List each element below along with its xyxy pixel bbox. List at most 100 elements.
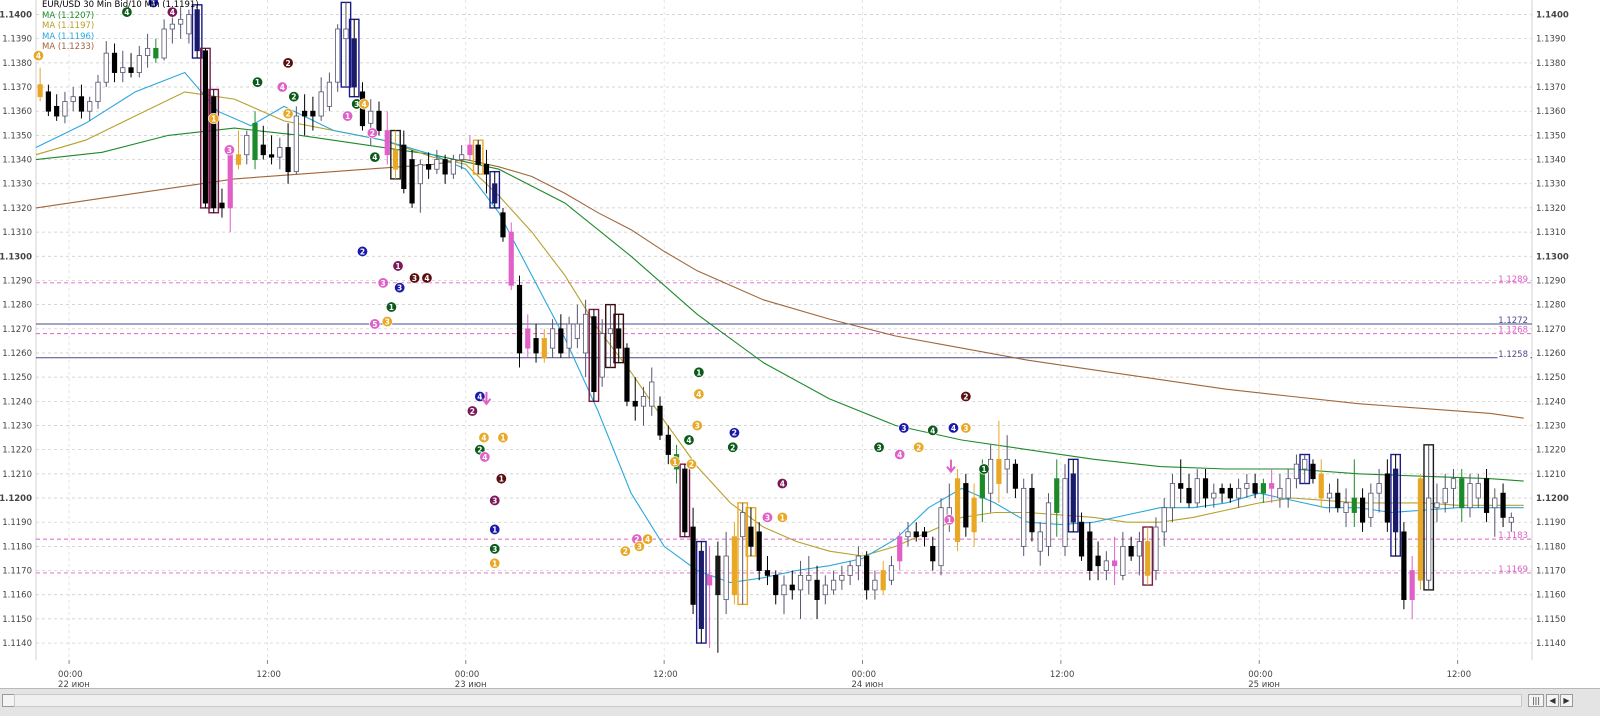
signal-marker-number: 3 [637,542,642,551]
signal-marker-number: 2 [689,460,694,469]
candle-body [392,149,399,170]
candle-body [1021,487,1027,547]
signal-marker-number: 4 [686,436,691,445]
signal-marker [252,76,264,88]
y-tick-label-left: 1.1340 [2,156,32,166]
candle-body [1417,478,1424,581]
signal-marker-number: 2 [963,392,968,401]
candle-body [640,396,647,407]
candle-body [764,570,771,576]
candle-body [814,579,820,600]
signal-marker-number: 2 [360,247,365,256]
y-tick-label-right: 1.1270 [1536,325,1566,335]
candle-body [781,584,787,596]
candle-body [1483,478,1490,513]
y-tick-label-right: 1.1300 [1536,252,1569,262]
candle-body [954,478,961,542]
signal-marker [873,441,885,453]
signal-marker [685,458,697,470]
y-tick-label-left: 1.1180 [2,542,32,552]
signal-marker [960,390,972,402]
candle-body [1459,478,1465,509]
y-tick-label-left: 1.1350 [2,131,32,141]
candle-body [235,154,242,165]
x-tick-time: 12:00 [256,670,281,680]
candle-body [1500,492,1506,518]
signal-marker-number: 4 [170,8,175,17]
candle-body [830,579,837,591]
signal-marker [960,422,972,434]
candle-body [211,96,217,209]
candle-body [1492,497,1498,509]
candle-body [78,96,85,112]
candle-body [1368,492,1374,518]
y-tick-label-right: 1.1380 [1536,59,1566,69]
y-tick-label-left: 1.1160 [2,591,32,601]
candle-body [905,531,911,538]
candle-body [227,154,233,209]
candle-body [425,163,432,170]
scroll-left-button[interactable]: ◀ [1546,694,1559,707]
y-tick-label-right: 1.1400 [1536,11,1569,21]
x-tick-time: 00:00 [1248,670,1273,680]
candle-body [1029,487,1035,533]
signal-marker-number: 4 [280,83,285,92]
signal-marker-number: 3 [227,146,232,155]
signal-marker [282,57,294,69]
candle-body [1351,497,1357,513]
signal-marker-number: 3 [492,496,497,505]
y-tick-label-right: 1.1330 [1536,180,1566,190]
candle-body [442,159,448,175]
candle-body [839,574,845,581]
candle-body [268,154,275,158]
y-tick-label-left: 1.1310 [2,228,32,238]
y-tick-label-right: 1.1250 [1536,373,1566,383]
candle-body [624,347,630,402]
signal-marker-number: 1 [499,475,504,484]
scrollbar-thumb[interactable] [14,694,1522,707]
candle-body [310,110,316,117]
candle-body [1326,492,1333,499]
candle-body [690,526,696,605]
legend-item-ma-2: MA (1.1197) [42,21,95,31]
y-tick-label-right: 1.1360 [1536,107,1566,117]
signal-marker [394,282,406,294]
candle-body [1012,463,1019,489]
grid [35,0,1533,660]
candle-body [1269,483,1275,489]
candle-body [95,81,101,102]
candle-body [1260,483,1266,494]
candle-body [326,81,333,107]
candle-body [574,323,580,339]
candle-body [103,52,109,83]
candles [37,1,1514,653]
candle-body [665,434,671,455]
x-tick-time: 12:00 [1050,670,1075,680]
y-tick-label-right: 1.1190 [1536,518,1566,528]
candle-body [1045,502,1052,547]
candle-body [492,183,498,204]
signal-marker [369,318,381,330]
candle-body [343,28,349,40]
horizontal-scrollbar[interactable]: ||| ◀ ▶ [0,688,1600,716]
candle-body [318,91,324,117]
candle-body [219,202,225,209]
candle-body [822,584,828,596]
candle-body [409,159,415,204]
y-tick-label-left: 1.1240 [2,397,32,407]
candle-body [607,328,614,335]
level-label: 1.1272 [1498,316,1528,326]
signal-marker [927,424,939,436]
bars-view-button[interactable]: ||| [1528,694,1544,707]
candle-body [54,105,60,117]
signal-marker [489,557,501,569]
candle-body [1161,507,1167,533]
signal-marker [728,427,740,439]
signal-marker [489,543,501,555]
candle-body [1302,458,1308,470]
y-tick-label-left: 1.1170 [2,567,32,577]
scroll-right-button[interactable]: ▶ [1560,694,1573,707]
